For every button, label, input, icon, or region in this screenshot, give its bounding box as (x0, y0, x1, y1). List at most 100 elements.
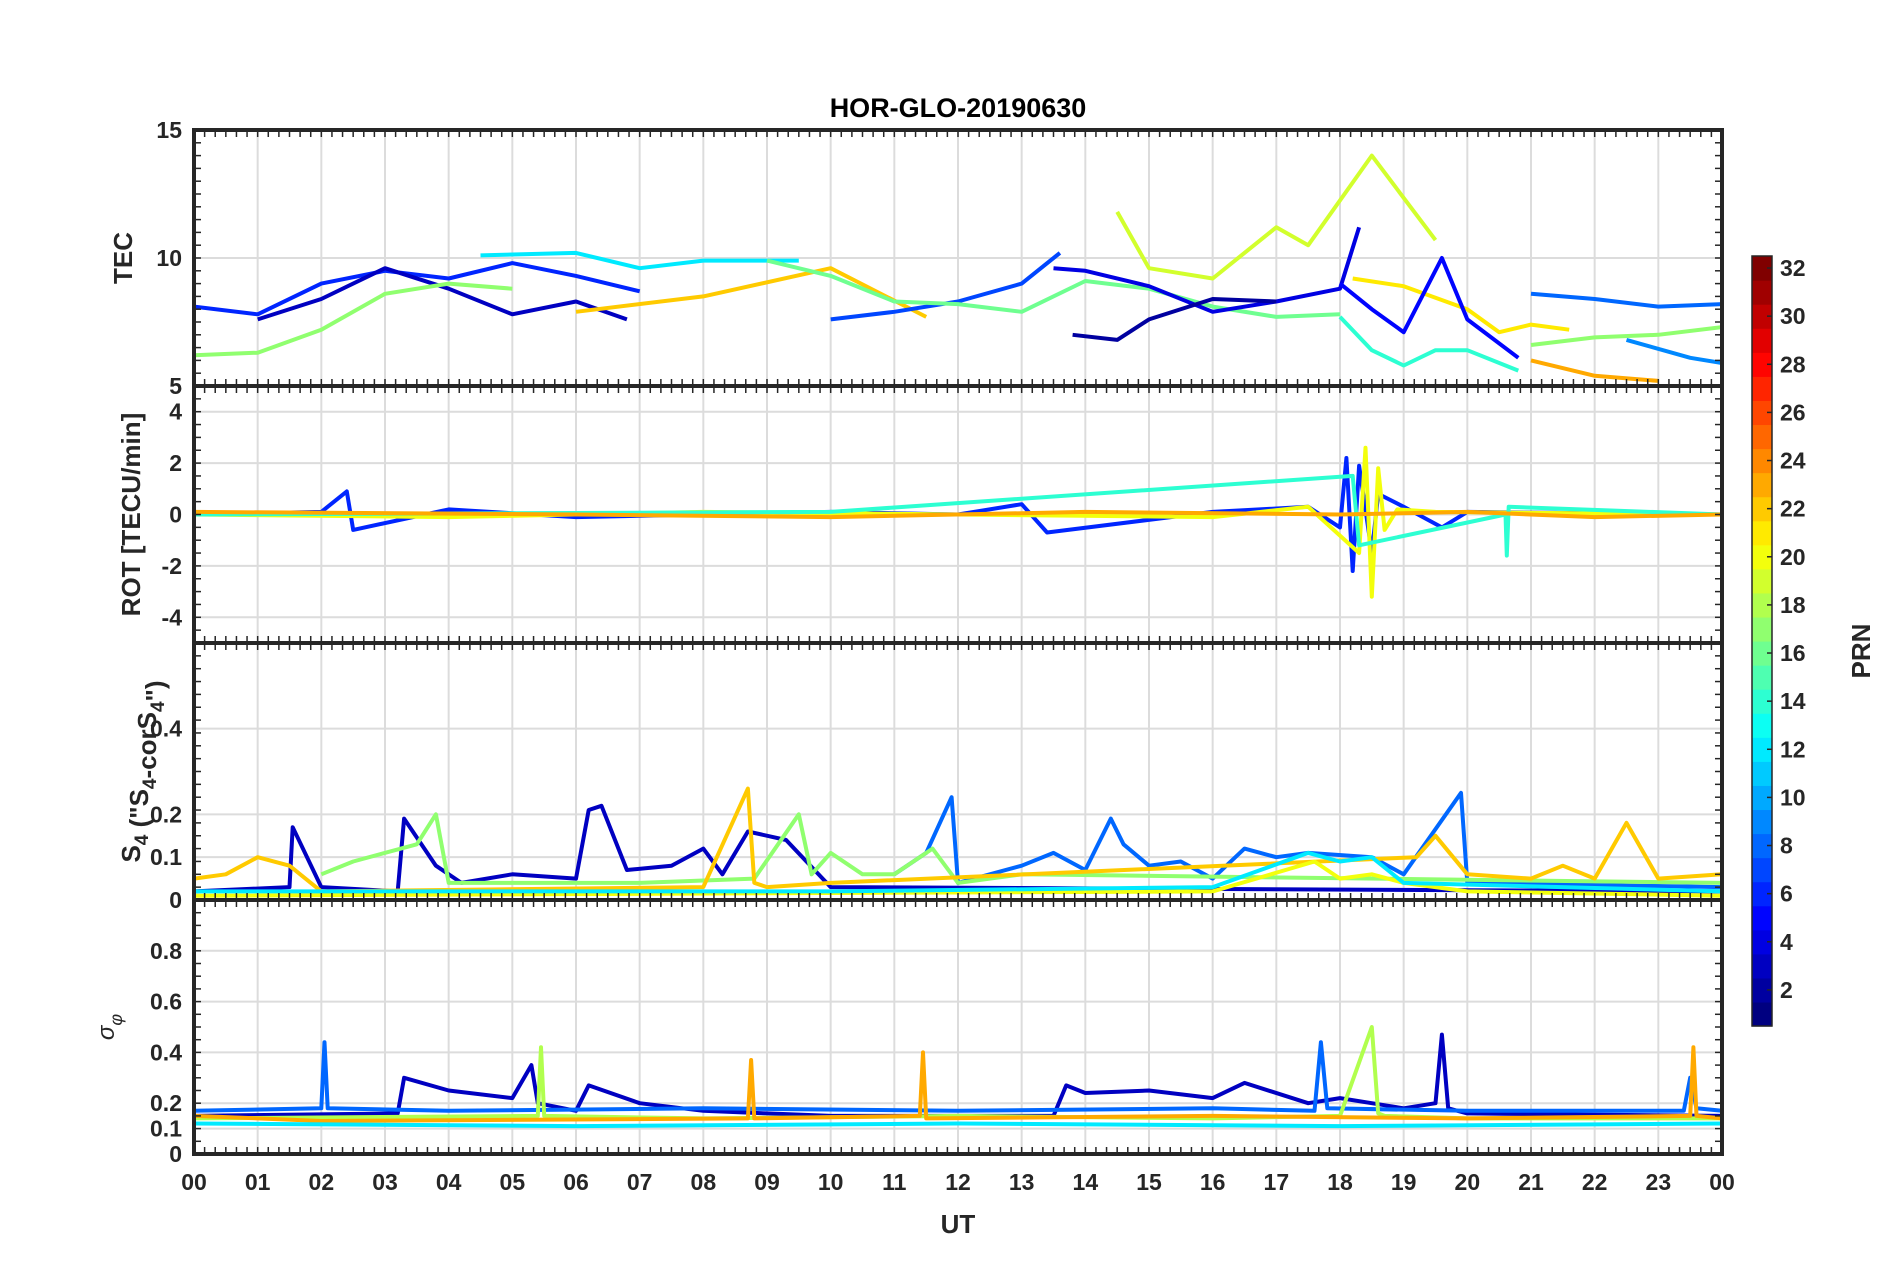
series-line (194, 1040, 1722, 1113)
series-group (194, 153, 1722, 383)
colorbar-tick-label: 30 (1780, 303, 1806, 329)
x-tick-label: 22 (1582, 1169, 1608, 1195)
colorbar-swatch (1752, 544, 1772, 570)
colorbar-tick-label: 26 (1780, 399, 1806, 425)
colorbar-swatch (1752, 713, 1772, 738)
panel-frame (192, 898, 1724, 1156)
colorbar-swatch (1752, 424, 1772, 450)
colorbar-swatch (1752, 472, 1772, 498)
x-tick-label: 23 (1646, 1169, 1672, 1195)
colorbar-tick-label: 2 (1780, 977, 1793, 1003)
colorbar-swatch (1752, 520, 1772, 546)
y-tick-label: 5 (169, 373, 182, 399)
series-line (830, 251, 1062, 322)
colorbar-tick-label: 32 (1780, 255, 1806, 281)
colorbar-swatch (1752, 977, 1772, 1003)
y-tick-label: 0.8 (150, 938, 182, 964)
colorbar-swatch (1752, 689, 1772, 714)
panel-tec: 5 10 15 TEC (108, 117, 1724, 399)
x-tick-label: 07 (627, 1169, 653, 1195)
colorbar-tick-label: 22 (1780, 496, 1806, 522)
panel-rot: -4 -2 0 2 4 ROT [TECU/min] (116, 384, 1724, 645)
y-axis-label: ROT [TECU/min] (116, 413, 146, 617)
series-line (320, 812, 1722, 885)
series-line (194, 1121, 1722, 1129)
x-tick-label: 06 (563, 1169, 589, 1195)
colorbar-swatch (1752, 905, 1772, 931)
x-tick-label: 16 (1200, 1169, 1226, 1195)
x-tick-label: 03 (372, 1169, 398, 1195)
series-line (194, 281, 513, 358)
series-group (194, 1025, 1722, 1129)
colorbar-tick-label: 10 (1780, 784, 1806, 810)
colorbar-label: PRN (1846, 624, 1876, 679)
colorbar-tick-label: 12 (1780, 736, 1806, 762)
y-axis-label: σφ (93, 1014, 126, 1040)
series-line (1530, 291, 1722, 309)
colorbar-swatch (1752, 304, 1772, 329)
panel-sigma: 00.10.2 0.4 0.6 0.8 σφ (93, 898, 1724, 1167)
y-tick-label: 0.2 (150, 1090, 182, 1116)
colorbar-tick-label: 6 (1780, 881, 1793, 907)
series-line (575, 266, 928, 319)
colorbar-swatch (1752, 256, 1772, 281)
colorbar-swatch (1752, 376, 1772, 401)
series-line (1115, 153, 1438, 281)
x-tick-label: 19 (1391, 1169, 1417, 1195)
series-line (766, 258, 1341, 319)
x-tick-label: 18 (1327, 1169, 1353, 1195)
chart-title: HOR-GLO-20190630 (830, 93, 1087, 123)
y-tick-label: 15 (156, 117, 182, 143)
series-line (194, 509, 1722, 520)
x-tick-label: 05 (500, 1169, 526, 1195)
y-axis-label: S4 ("S4-corS4") (116, 680, 170, 862)
colorbar-swatch (1752, 1001, 1772, 1027)
y-tick-label: 0.4 (150, 716, 182, 742)
colorbar-tick-label: 16 (1780, 640, 1806, 666)
colorbar-swatch (1752, 616, 1772, 642)
colorbar-tick-label: 20 (1780, 544, 1806, 570)
x-tick-label: 00 (181, 1169, 207, 1195)
colorbar-frame (1751, 255, 1773, 1027)
colorbar-swatch (1752, 352, 1772, 377)
series-line (194, 1032, 1722, 1118)
colorbar-tick-label: 24 (1780, 448, 1806, 474)
y-tick-label: 0.1 (150, 844, 182, 870)
series-group (194, 786, 1722, 898)
series-line (1625, 337, 1722, 365)
x-tick-label: 02 (309, 1169, 335, 1195)
x-tick-label: 08 (691, 1169, 717, 1195)
colorbar-swatch (1752, 761, 1772, 786)
colorbar-swatch (1752, 496, 1772, 522)
series-line (1072, 297, 1277, 342)
y-tick-label: 0 (169, 1141, 182, 1167)
x-tick-label: 15 (1136, 1169, 1162, 1195)
colorbar-swatch (1752, 833, 1772, 859)
series-line (1338, 256, 1520, 360)
x-tick-label: 12 (945, 1169, 971, 1195)
colorbar-swatch (1752, 737, 1772, 762)
colorbar-tick-label: 28 (1780, 351, 1806, 377)
x-tick-label: 13 (1009, 1169, 1035, 1195)
x-tick-label: 00 (1709, 1169, 1735, 1195)
x-axis-label: UT (941, 1209, 976, 1239)
series-line (194, 803, 1722, 894)
colorbar-tick-label: 4 (1780, 929, 1793, 955)
colorbar-swatch (1752, 280, 1772, 305)
x-tick-label: 21 (1518, 1169, 1544, 1195)
colorbar-swatch (1752, 857, 1772, 883)
y-tick-label: 2 (169, 450, 182, 476)
x-tick-label: 10 (818, 1169, 844, 1195)
colorbar-swatch (1752, 568, 1772, 594)
y-tick-label: 0 (169, 502, 182, 528)
y-tick-label: 4 (169, 399, 182, 425)
y-tick-label: 0.2 (150, 801, 182, 827)
series-line (1352, 276, 1570, 335)
x-tick-label: 17 (1264, 1169, 1290, 1195)
colorbar-swatch (1752, 929, 1772, 955)
y-tick-label: 0.1 (150, 1116, 182, 1142)
x-tick-labels: 00 01 02 03 04 05 06 07 08 09 10 11 12 13 14 15 16 17 18 19… (181, 1169, 1735, 1195)
